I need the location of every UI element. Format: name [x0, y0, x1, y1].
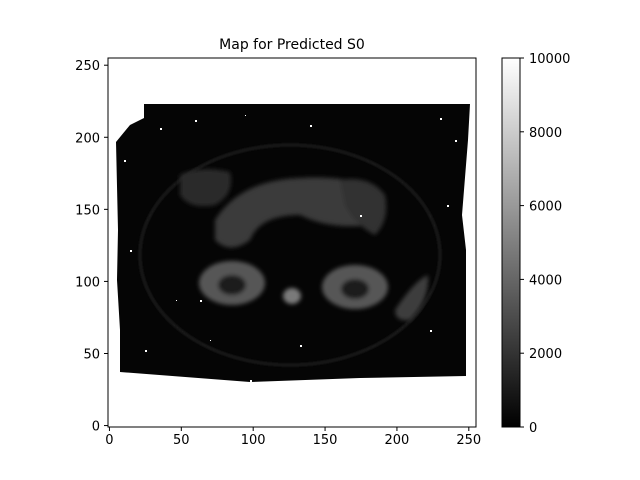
- colorbar-tick-label: 10000: [529, 52, 570, 67]
- x-tick-label: 150: [313, 433, 338, 448]
- x-tick-label: 250: [456, 433, 481, 448]
- colorbar-tick-label: 0: [529, 421, 537, 436]
- colorbar-tick-label: 4000: [529, 273, 562, 288]
- x-tick-label: 0: [105, 433, 113, 448]
- y-tick-label: 250: [75, 59, 100, 74]
- colorbar-axis: 0 2000 4000 6000 8000 10000: [520, 52, 570, 436]
- heatmap-image: [108, 58, 476, 427]
- y-tick-label: 100: [75, 275, 100, 290]
- plot-frame: [107, 57, 477, 428]
- x-tick-label: 100: [241, 433, 266, 448]
- y-axis: 0 50 100 150 200 250: [75, 59, 108, 435]
- y-tick-label: 200: [75, 131, 100, 146]
- colorbar-tick-label: 8000: [529, 126, 562, 141]
- chart-title: Map for Predicted S0: [219, 37, 365, 53]
- x-tick-label: 200: [385, 433, 410, 448]
- colorbar-tick-label: 6000: [529, 200, 562, 215]
- colorbar: [501, 57, 521, 428]
- y-tick-label: 0: [92, 420, 100, 435]
- y-tick-label: 50: [83, 347, 100, 362]
- colorbar-tick-label: 2000: [529, 347, 562, 362]
- x-tick-label: 50: [173, 433, 190, 448]
- x-axis: 0 50 100 150 200 250: [105, 427, 481, 448]
- organ-structures: [180, 169, 429, 321]
- y-tick-label: 150: [75, 203, 100, 218]
